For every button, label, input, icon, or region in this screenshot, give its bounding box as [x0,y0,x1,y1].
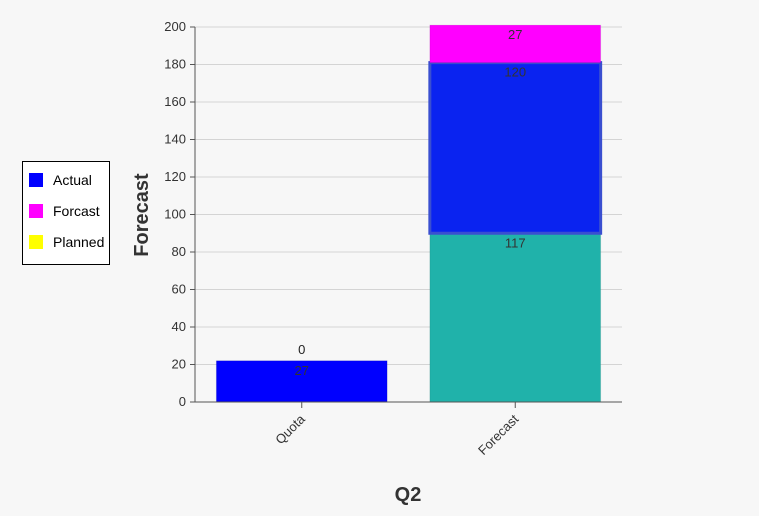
bar-segment [429,24,602,64]
y-tick-label: 100 [164,207,186,222]
legend-label-planned: Planned [53,234,105,250]
data-label: 27 [295,363,309,378]
x-tick-label: Quota [272,411,308,447]
data-label: 27 [508,27,522,42]
y-tick-label: 120 [164,169,186,184]
legend-item-forcast: Forcast [29,202,100,220]
y-tick-label: 180 [164,57,186,72]
legend-item-actual: Actual [29,171,92,189]
legend: Actual Forcast Planned [22,161,110,265]
data-label: 117 [505,235,526,250]
legend-swatch-forcast [29,204,43,218]
y-tick-label: 60 [172,282,186,297]
y-tick-label: 40 [172,319,186,334]
y-tick-label: 0 [179,394,186,409]
axes [190,26,622,408]
legend-label-actual: Actual [53,172,92,188]
x-tick-label: Forecast [475,411,522,458]
bars [215,24,603,403]
y-axis-title: Forecast [131,173,153,257]
bar-segment [215,360,388,403]
y-tick-label: 20 [172,357,186,372]
bar-segment [429,232,602,403]
y-tick-label: 160 [164,94,186,109]
y-tick-label: 80 [172,244,186,259]
legend-swatch-actual [29,173,43,187]
data-label-top: 0 [298,342,305,357]
data-label: 120 [504,65,526,80]
legend-swatch-planned [29,235,43,249]
bar-segment [428,61,603,235]
legend-label-forcast: Forcast [53,203,100,219]
legend-item-planned: Planned [29,233,104,251]
x-axis-title: Q2 [395,484,422,506]
y-tick-label: 200 [164,19,186,34]
y-tick-label: 140 [164,132,186,147]
